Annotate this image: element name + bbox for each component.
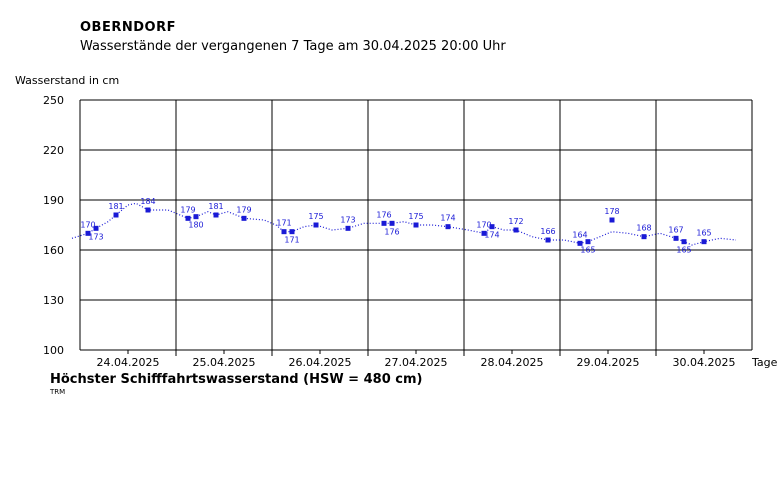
- data-label: 176: [384, 227, 399, 236]
- data-label: 173: [88, 232, 103, 241]
- chart-subtitle: Wasserstände der vergangenen 7 Tage am 3…: [80, 39, 506, 54]
- y-tick-label: 190: [43, 194, 64, 207]
- trm-mark: TRM: [50, 388, 66, 396]
- data-point: [313, 222, 319, 228]
- data-label: 178: [604, 207, 619, 216]
- data-point: [85, 230, 91, 236]
- x-tick-label: 28.04.2025: [481, 356, 544, 369]
- data-point: [345, 225, 351, 231]
- data-point: [577, 240, 583, 246]
- data-label: 168: [636, 224, 651, 233]
- data-point: [641, 234, 647, 240]
- x-axis-label: Tage: [751, 356, 778, 369]
- y-tick-label: 160: [43, 244, 64, 257]
- data-label: 167: [668, 225, 683, 234]
- x-tick-label: 30.04.2025: [673, 356, 736, 369]
- data-label: 179: [236, 205, 251, 214]
- data-label: 173: [340, 215, 355, 224]
- y-tick-label: 100: [43, 344, 64, 357]
- data-point: [681, 239, 687, 245]
- data-point: [513, 227, 519, 233]
- x-tick-label: 24.04.2025: [97, 356, 160, 369]
- x-tick-label: 25.04.2025: [193, 356, 256, 369]
- y-tick-label: 130: [43, 294, 64, 307]
- data-label: 176: [376, 210, 391, 219]
- data-label: 181: [108, 202, 123, 211]
- x-tick-label: 26.04.2025: [289, 356, 352, 369]
- data-label: 172: [508, 217, 523, 226]
- data-point: [185, 215, 191, 221]
- data-point: [145, 207, 151, 213]
- data-label: 165: [676, 246, 691, 255]
- data-label: 174: [440, 214, 455, 223]
- data-label: 166: [540, 227, 555, 236]
- data-point: [585, 239, 591, 245]
- data-point: [445, 224, 451, 230]
- data-point: [701, 239, 707, 245]
- data-label: 164: [572, 230, 587, 239]
- data-point: [481, 230, 487, 236]
- data-label: 175: [408, 212, 423, 221]
- data-point: [93, 225, 99, 231]
- data-point: [289, 229, 295, 235]
- y-axis-label: Wasserstand in cm: [15, 74, 120, 87]
- data-label: 165: [696, 229, 711, 238]
- data-point: [545, 237, 551, 243]
- y-tick-label: 220: [43, 144, 64, 157]
- data-point: [609, 217, 615, 223]
- data-label: 171: [284, 236, 299, 245]
- x-tick-label: 27.04.2025: [385, 356, 448, 369]
- series-line: [71, 202, 737, 246]
- data-point: [241, 215, 247, 221]
- data-label: 184: [140, 197, 155, 206]
- data-label: 170: [80, 220, 95, 229]
- data-point: [213, 212, 219, 218]
- data-label: 165: [580, 246, 595, 255]
- data-label: 181: [208, 202, 223, 211]
- data-point: [413, 222, 419, 228]
- x-tick-label: 29.04.2025: [577, 356, 640, 369]
- data-point: [489, 224, 495, 230]
- y-tick-label: 250: [43, 94, 64, 107]
- data-label: 171: [276, 219, 291, 228]
- data-label: 179: [180, 205, 195, 214]
- data-label: 180: [188, 221, 203, 230]
- data-point: [281, 229, 287, 235]
- station-name: OBERNDORF: [80, 20, 176, 35]
- data-label: 175: [308, 212, 323, 221]
- data-label: 174: [484, 231, 499, 240]
- data-point: [673, 235, 679, 241]
- data-point: [193, 214, 199, 220]
- data-point: [381, 220, 387, 226]
- data-point: [389, 220, 395, 226]
- data-point: [113, 212, 119, 218]
- hsw-note: Höchster Schifffahrtswasserstand (HSW = …: [50, 372, 423, 387]
- data-label: 170: [476, 220, 491, 229]
